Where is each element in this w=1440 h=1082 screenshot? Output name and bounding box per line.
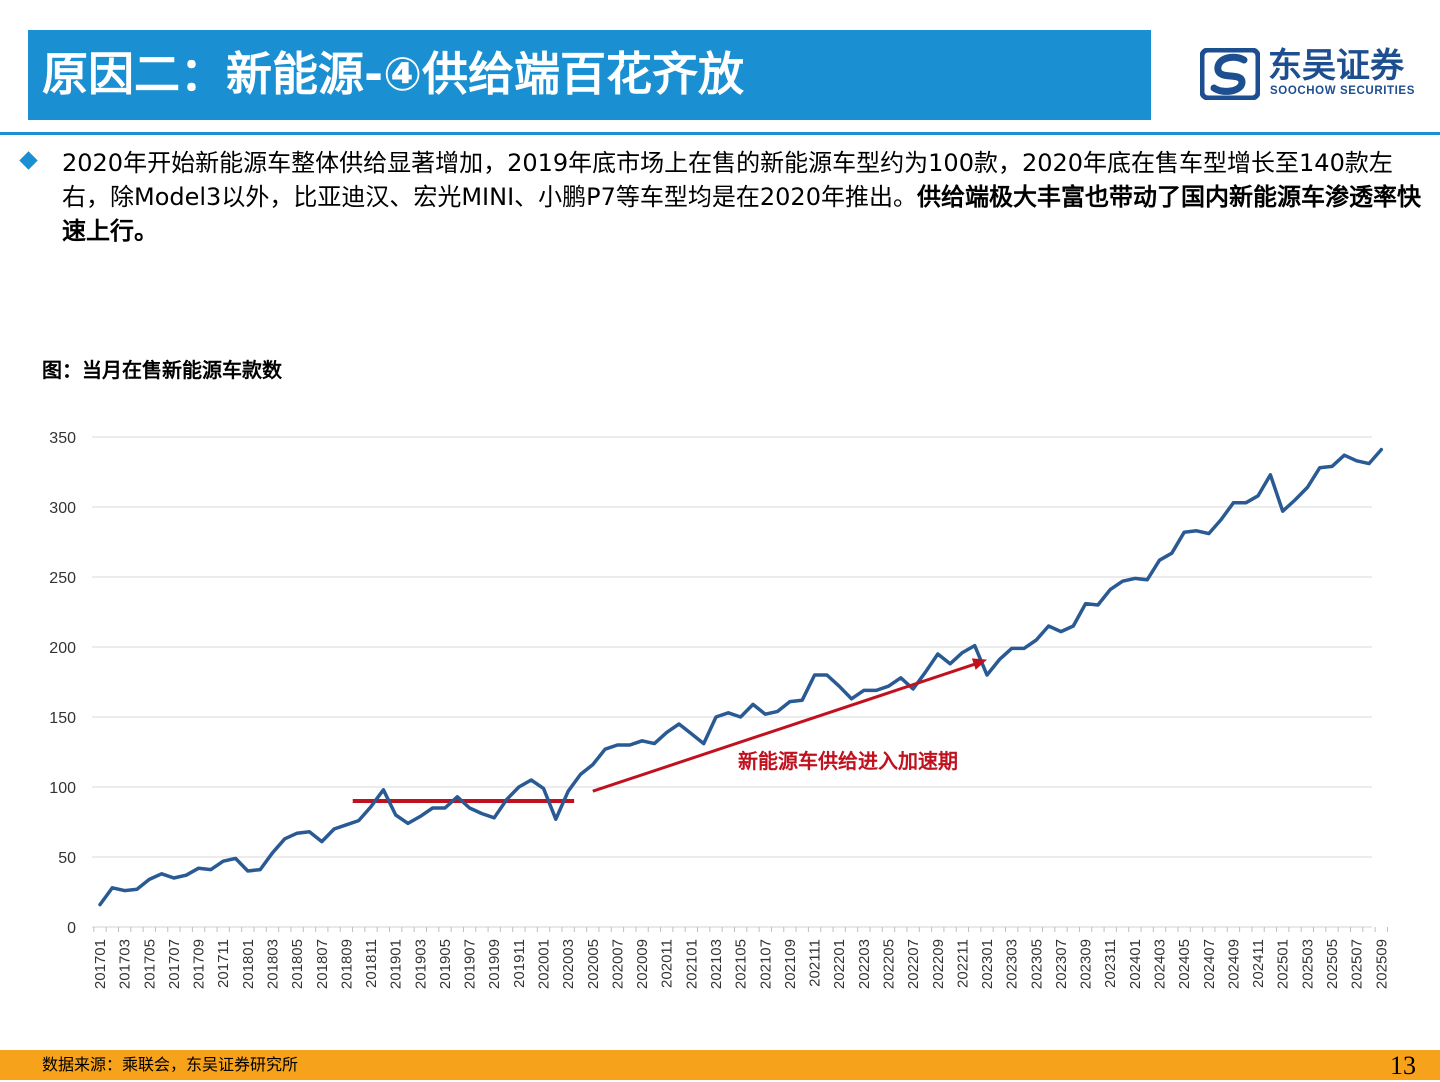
- bullet-text-bold: 供给端极大丰富也带动了国内新能源车渗透率快速上行。: [62, 183, 1421, 245]
- x-tick-label: 202505: [1324, 939, 1341, 989]
- logo-chinese-name: 东吴证券: [1268, 46, 1404, 86]
- x-tick-label: 201905: [437, 939, 454, 989]
- x-tick-label: 201801: [240, 939, 257, 989]
- x-tick-label: 201901: [388, 939, 405, 989]
- page-title: 原因二：新能源-④供给端百花齐放: [42, 47, 745, 101]
- x-tick-label: 202401: [1127, 939, 1144, 989]
- x-tick-label: 202211: [954, 939, 971, 988]
- x-tick-label: 202107: [757, 939, 774, 989]
- soochow-logo-icon: [1200, 48, 1260, 100]
- x-tick-label: 202203: [856, 939, 873, 989]
- x-tick-label: 202205: [880, 939, 897, 989]
- x-tick-label: 202403: [1152, 939, 1169, 989]
- footer-bar: [0, 1050, 1440, 1080]
- x-tick-label: 201701: [92, 939, 109, 989]
- data-source-note: 数据来源：乘联会，东吴证券研究所: [42, 1055, 299, 1074]
- x-tick-label: 201811: [363, 939, 380, 988]
- x-tick-label: 201705: [141, 939, 158, 989]
- x-tick-label: 202011: [659, 939, 676, 988]
- x-tick-label: 202105: [733, 939, 750, 989]
- x-tick-label: 201709: [191, 939, 208, 989]
- x-tick-label: 202111: [807, 939, 824, 987]
- x-tick-label: 201911: [511, 939, 528, 988]
- chart-caption: 图：当月在售新能源车款数: [42, 358, 282, 382]
- x-tick-label: 202407: [1201, 939, 1218, 989]
- x-tick-label: 202005: [585, 939, 602, 989]
- x-tick-label: 202509: [1373, 939, 1390, 989]
- x-tick-label: 201803: [264, 939, 281, 989]
- x-tick-label: 202103: [708, 939, 725, 989]
- company-logo: 东吴证券 SOOCHOW SECURITIES: [1200, 46, 1420, 102]
- x-tick-label: 202507: [1349, 939, 1366, 989]
- acceleration-arrow-line: [592, 660, 982, 793]
- x-tick-label: 201907: [462, 939, 479, 989]
- x-tick-label: 201807: [314, 939, 331, 989]
- x-tick-label: 202003: [560, 939, 577, 989]
- header-divider: [0, 132, 1440, 135]
- x-tick-label: 201903: [412, 939, 429, 989]
- x-tick-label: 202305: [1028, 939, 1045, 989]
- bullet-paragraph: 2020年开始新能源车整体供给显著增加，2019年底市场上在售的新能源车型约为1…: [62, 146, 1424, 248]
- x-tick-label: 201805: [289, 939, 306, 989]
- x-tick-label: 202411: [1250, 939, 1267, 988]
- x-tick-label: 201809: [338, 939, 355, 989]
- y-tick-label: 100: [49, 780, 76, 797]
- x-tick-label: 202101: [683, 939, 700, 989]
- x-tick-label: 202301: [979, 939, 996, 989]
- x-tick-label: 202303: [1004, 939, 1021, 989]
- logo-english-name: SOOCHOW SECURITIES: [1270, 85, 1415, 97]
- x-tick-label: 202001: [536, 939, 553, 989]
- line-chart: 0 50 100 150 200 250 300 350 201701 201703 201705 2…: [49, 430, 1390, 989]
- x-tick-label: 202209: [930, 939, 947, 989]
- x-tick-label: 201703: [117, 939, 134, 989]
- title-bar: 原因二：新能源-④供给端百花齐放: [28, 30, 1151, 120]
- y-tick-label: 0: [67, 920, 76, 937]
- x-tick-label: 202501: [1275, 939, 1292, 989]
- acceleration-arrow-head: [971, 658, 988, 670]
- x-tick-label: 202503: [1299, 939, 1316, 989]
- y-tick-label: 300: [49, 500, 76, 517]
- x-tick-label: 202007: [609, 939, 626, 989]
- x-tick-label: 201711: [215, 939, 232, 988]
- y-tick-label: 350: [49, 430, 76, 447]
- acceleration-label: 新能源车供给进入加速期: [738, 749, 958, 773]
- y-tick-label: 250: [49, 570, 76, 587]
- x-tick-label: 202409: [1225, 939, 1242, 989]
- y-tick-label: 50: [58, 850, 76, 867]
- x-tick-label: 202201: [831, 939, 848, 989]
- series-line: [98, 447, 1384, 907]
- y-tick-label: 200: [49, 640, 76, 657]
- x-tick-label: 202405: [1176, 939, 1193, 989]
- x-tick-label: 202311: [1102, 939, 1119, 988]
- x-tick-label: 201909: [486, 939, 503, 989]
- bullet-text-regular: 2020年开始新能源车整体供给显著增加，2019年底市场上在售的新能源车型约为1…: [62, 149, 1393, 211]
- x-tick-label: 201707: [166, 939, 183, 989]
- x-tick-label: 202307: [1053, 939, 1070, 989]
- x-tick-label: 202309: [1078, 939, 1095, 989]
- x-tick-label: 202109: [782, 939, 799, 989]
- x-tick-label: 202009: [634, 939, 651, 989]
- page-number: 13: [1390, 1051, 1416, 1080]
- x-tick-label: 202207: [905, 939, 922, 989]
- y-tick-label: 150: [49, 710, 76, 727]
